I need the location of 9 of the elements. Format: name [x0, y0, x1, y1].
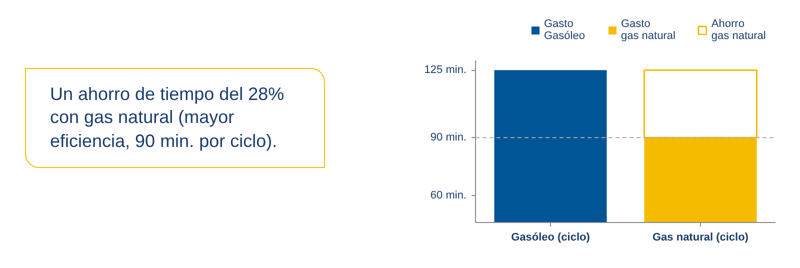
- x-tick-label: Gasóleo (ciclo): [511, 232, 590, 244]
- legend-label: Ahorro gas natural: [711, 18, 766, 42]
- y-tick-label: 60 min.: [430, 190, 467, 202]
- y-tick-label: 125 min.: [424, 64, 467, 76]
- legend-label: Gasto gas natural: [620, 18, 676, 42]
- text: Un ahorro de tiempo del 28% con gas natural (mayor eficiencia, 90 min. por ciclo).: [25, 68, 325, 168]
- legend-label: Gasto Gasóleo: [544, 18, 585, 42]
- x-tick-label: Gas natural (ciclo): [652, 232, 749, 244]
- y-tick-label: 90 min.: [430, 132, 467, 144]
